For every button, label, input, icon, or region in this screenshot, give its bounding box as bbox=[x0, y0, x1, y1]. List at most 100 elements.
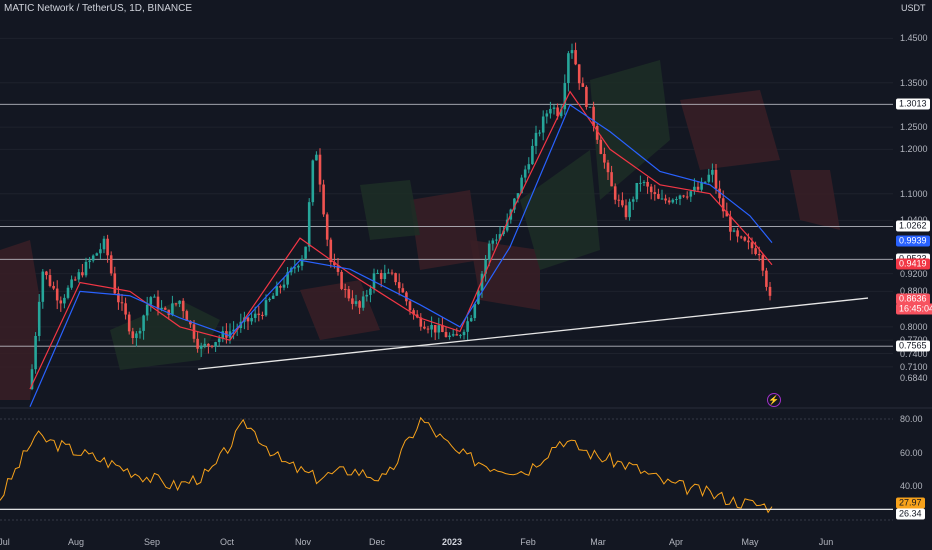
candle-body bbox=[664, 198, 667, 201]
candle-body bbox=[84, 261, 88, 276]
candle-body bbox=[523, 169, 527, 178]
candle-body bbox=[383, 272, 387, 279]
candle-body bbox=[765, 270, 768, 287]
candle-body bbox=[311, 160, 315, 203]
candle-body bbox=[329, 239, 333, 263]
candle-body bbox=[639, 182, 642, 184]
candle-body bbox=[297, 265, 300, 268]
candle-body bbox=[145, 304, 149, 316]
time-label: May bbox=[741, 537, 759, 547]
candle-body bbox=[678, 195, 682, 200]
candle-body bbox=[502, 230, 505, 235]
candle-body bbox=[361, 296, 365, 308]
candle-body bbox=[340, 271, 343, 289]
currency-label: USDT bbox=[901, 3, 926, 13]
cloud-zone bbox=[0, 240, 40, 400]
candle-body bbox=[293, 267, 297, 269]
time-label: Aug bbox=[67, 537, 85, 547]
cloud-zone bbox=[520, 150, 600, 270]
time-label: Sep bbox=[143, 537, 161, 547]
candle-body bbox=[660, 198, 664, 200]
candle-body bbox=[41, 271, 45, 302]
rsi-line bbox=[0, 416, 773, 514]
candle-body bbox=[246, 317, 250, 322]
candle-body bbox=[693, 186, 696, 192]
candle-body bbox=[768, 286, 772, 296]
candle-body bbox=[531, 145, 534, 165]
candle-body bbox=[261, 314, 264, 316]
candle-body bbox=[606, 162, 610, 173]
candle-body bbox=[707, 174, 711, 182]
candle-body bbox=[138, 330, 142, 334]
candle-body bbox=[495, 239, 498, 241]
time-label: Jul bbox=[0, 537, 10, 547]
candle-body bbox=[102, 238, 106, 250]
candle-body bbox=[351, 298, 354, 304]
candle-body bbox=[376, 272, 379, 274]
candle-body bbox=[703, 181, 707, 183]
candle-body bbox=[567, 53, 570, 84]
candle-body bbox=[48, 275, 52, 286]
candle-body bbox=[127, 314, 131, 332]
candle-body bbox=[657, 194, 660, 199]
candle-body bbox=[610, 172, 613, 187]
candle-body bbox=[635, 182, 639, 200]
candle-body bbox=[30, 369, 34, 390]
candle-body bbox=[142, 315, 145, 331]
candle-body bbox=[653, 192, 657, 195]
candle-body bbox=[484, 259, 487, 274]
candle-body bbox=[63, 297, 66, 304]
candle-body bbox=[250, 317, 253, 322]
candle-body bbox=[189, 320, 192, 325]
price-tick: 0.7400 bbox=[900, 348, 928, 359]
candle-body bbox=[264, 300, 268, 316]
candle-body bbox=[441, 325, 444, 333]
price-tick: 0.7700 bbox=[900, 335, 928, 345]
time-label: Feb bbox=[520, 537, 536, 547]
cloud-zones bbox=[0, 60, 840, 400]
candle-body bbox=[279, 286, 282, 288]
price-tag-ema_slow: 0.9939 bbox=[896, 235, 930, 247]
candle-body bbox=[718, 188, 721, 199]
candle-body bbox=[55, 288, 59, 301]
candle-body bbox=[513, 198, 516, 210]
candle-body bbox=[343, 288, 347, 290]
candle-body bbox=[333, 262, 336, 266]
candle-body bbox=[498, 234, 502, 240]
candle-body bbox=[419, 317, 423, 327]
candle-body bbox=[131, 331, 135, 339]
candle-body bbox=[459, 335, 462, 337]
candle-body bbox=[181, 300, 185, 312]
candle-body bbox=[271, 295, 275, 299]
candle-body bbox=[487, 243, 491, 260]
candle-body bbox=[448, 335, 451, 338]
candle-body bbox=[117, 293, 120, 303]
candle-body bbox=[397, 282, 401, 289]
flash-alert-icon[interactable]: ⚡ bbox=[767, 393, 781, 407]
candle-body bbox=[109, 255, 113, 274]
candle-body bbox=[167, 309, 171, 315]
candle-body bbox=[527, 164, 531, 170]
candle-body bbox=[570, 50, 574, 54]
candle-body bbox=[603, 153, 606, 163]
candle-body bbox=[163, 307, 167, 310]
candle-body bbox=[365, 294, 369, 297]
candle-body bbox=[750, 242, 754, 249]
candle-body bbox=[516, 193, 520, 199]
time-label: Mar bbox=[590, 537, 606, 547]
rsi-tick: 40.00 bbox=[900, 481, 923, 492]
candle-body bbox=[541, 116, 545, 133]
candle-body bbox=[203, 343, 207, 346]
candle-body bbox=[70, 279, 73, 288]
candle-body bbox=[628, 201, 631, 218]
candle-body bbox=[45, 271, 48, 276]
rsi-tick: 80.00 bbox=[900, 414, 923, 424]
candle-body bbox=[34, 335, 37, 370]
candle-body bbox=[286, 272, 289, 285]
candle-body bbox=[217, 338, 221, 343]
cloud-zone bbox=[680, 90, 780, 170]
candle-body bbox=[505, 219, 509, 231]
candle-body bbox=[124, 303, 127, 315]
